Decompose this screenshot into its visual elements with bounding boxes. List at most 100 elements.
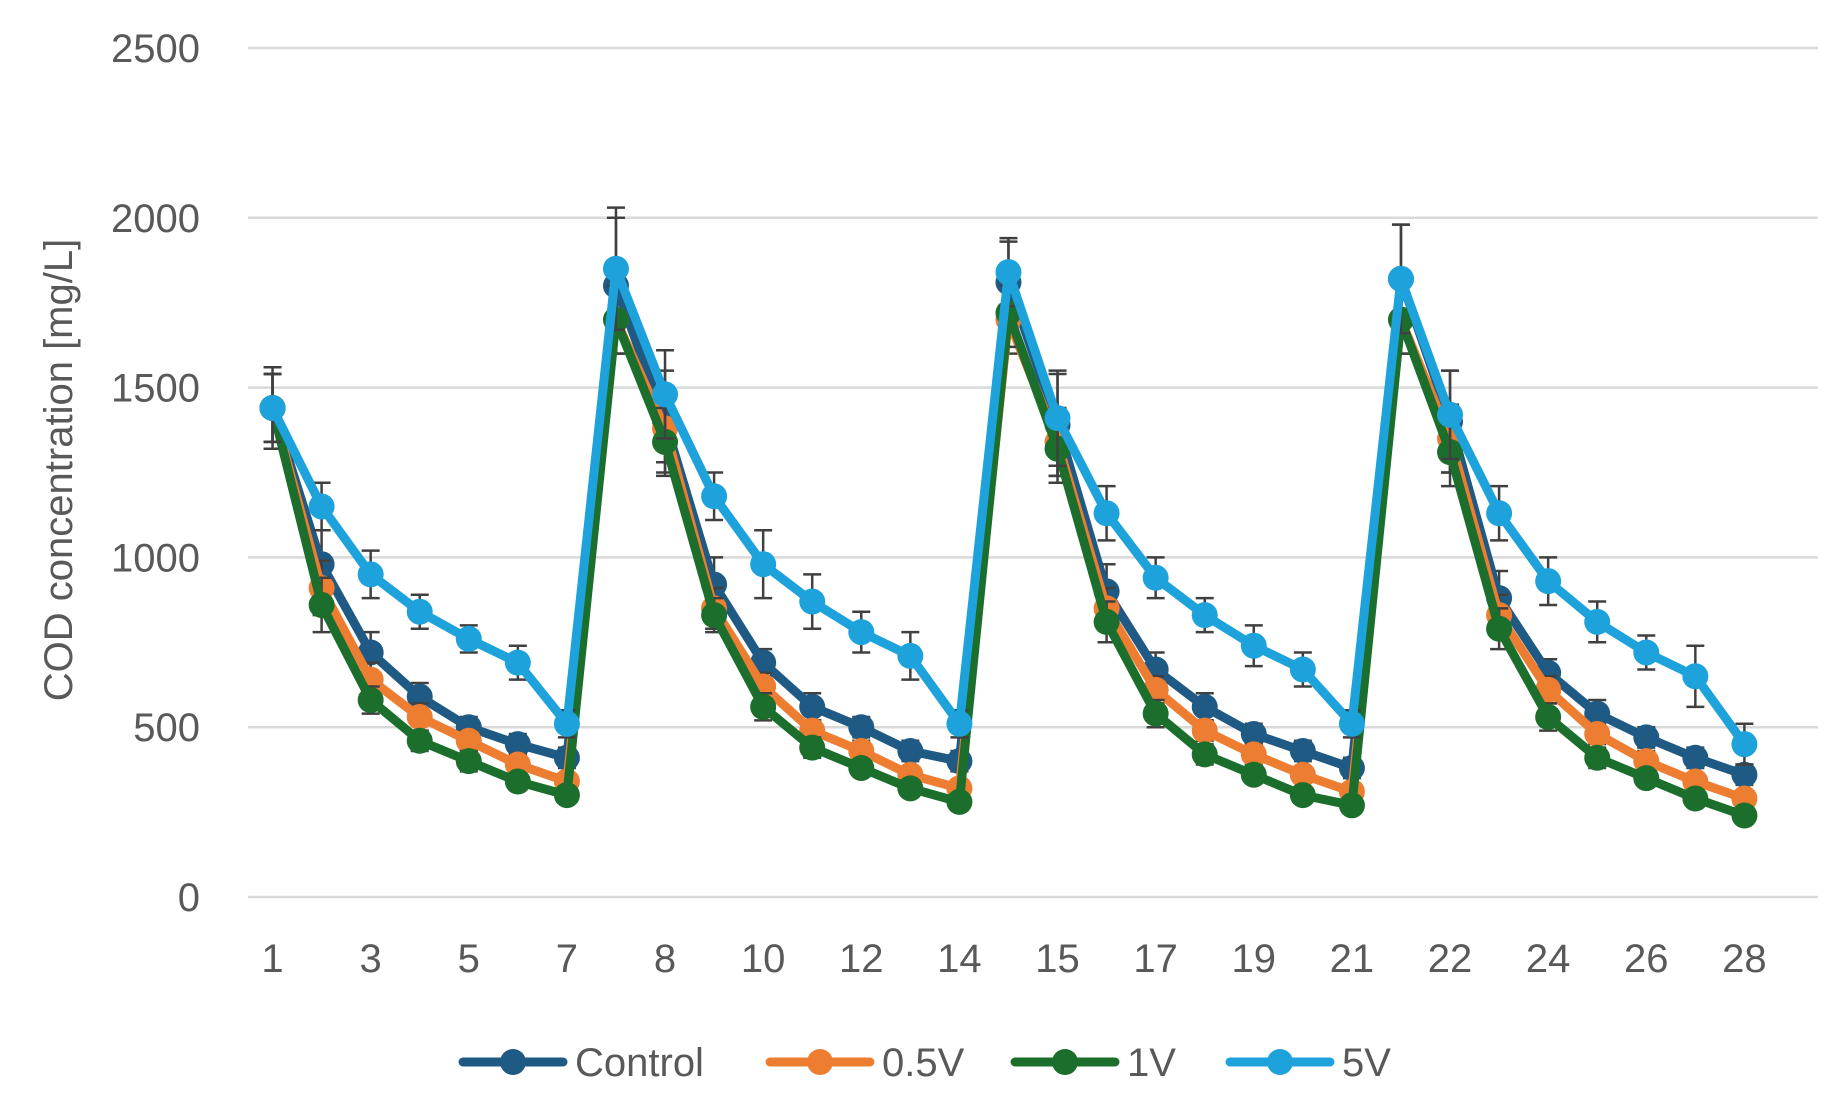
- x-tick-label: 3: [360, 937, 382, 981]
- data-point-5v: [1289, 656, 1316, 683]
- data-point-5v: [701, 483, 728, 510]
- data-point-1v: [455, 748, 482, 775]
- y-tick-label: 2500: [111, 27, 200, 71]
- data-point-0-5v: [406, 704, 433, 731]
- data-point-5v: [1338, 710, 1365, 737]
- y-tick-label: 0: [178, 876, 200, 920]
- data-point-control: [1289, 737, 1316, 764]
- x-tick-label: 5: [458, 937, 480, 981]
- x-tick-label: 12: [839, 937, 884, 981]
- legend-swatch-marker: [807, 1049, 833, 1075]
- data-point-1v: [1338, 792, 1365, 819]
- data-point-5v: [1633, 639, 1660, 666]
- data-point-1v: [1289, 782, 1316, 809]
- legend-label: Control: [575, 1041, 704, 1085]
- data-point-1v: [897, 775, 924, 802]
- data-point-control: [897, 737, 924, 764]
- data-point-1v: [504, 768, 531, 795]
- data-point-1v: [1682, 785, 1709, 812]
- data-point-5v: [357, 561, 384, 588]
- data-point-1v: [652, 428, 679, 455]
- x-tick-label: 1: [261, 937, 283, 981]
- x-tick-label: 21: [1330, 937, 1375, 981]
- data-point-0-5v: [1240, 741, 1267, 768]
- series-5v: [259, 206, 1758, 766]
- data-point-control: [799, 693, 826, 720]
- data-point-1v: [1142, 700, 1169, 727]
- data-point-1v: [750, 693, 777, 720]
- x-tick-label: 8: [654, 937, 676, 981]
- data-point-control: [504, 731, 531, 758]
- data-point-5v: [308, 493, 335, 520]
- y-tick-label: 1000: [111, 536, 200, 580]
- data-point-5v: [848, 619, 875, 646]
- data-point-5v: [799, 588, 826, 615]
- x-tick-label: 28: [1722, 937, 1767, 981]
- legend-item-control: Control: [458, 1041, 704, 1085]
- data-point-control: [1584, 700, 1611, 727]
- data-point-1v: [553, 782, 580, 809]
- x-tick-label: 7: [556, 937, 578, 981]
- data-point-5v: [1191, 602, 1218, 629]
- data-point-5v: [455, 625, 482, 652]
- data-point-5v: [897, 642, 924, 669]
- y-tick-label: 2000: [111, 197, 200, 241]
- data-point-5v: [1682, 663, 1709, 690]
- data-point-1v: [799, 734, 826, 761]
- x-tick-label: 15: [1035, 937, 1080, 981]
- y-tick-label: 500: [133, 706, 200, 750]
- data-point-control: [1191, 693, 1218, 720]
- y-axis-title: COD concentration [mg/L]: [37, 239, 81, 701]
- data-point-control: [1240, 720, 1267, 747]
- data-point-control: [848, 714, 875, 741]
- x-tick-label: 14: [937, 937, 982, 981]
- legend-item-0-5v: 0.5V: [765, 1041, 965, 1085]
- data-point-5v: [1731, 731, 1758, 758]
- data-point-1v: [357, 687, 384, 714]
- data-point-5v: [995, 259, 1022, 286]
- data-point-0-5v: [1191, 717, 1218, 744]
- data-point-5v: [1437, 401, 1464, 428]
- data-point-1v: [308, 591, 335, 618]
- legend-swatch-marker: [1267, 1049, 1293, 1075]
- x-tick-label: 22: [1428, 937, 1473, 981]
- data-point-5v: [1142, 564, 1169, 591]
- data-point-1v: [1633, 765, 1660, 792]
- legend-swatch-marker: [500, 1049, 526, 1075]
- data-point-5v: [1093, 500, 1120, 527]
- data-point-5v: [946, 710, 973, 737]
- data-point-5v: [750, 551, 777, 578]
- data-point-0-5v: [1289, 761, 1316, 788]
- legend-item-5v: 5V: [1225, 1041, 1391, 1085]
- x-axis-ticks: 1 3 5 7 8 10 12 14 15 17 19 21 22 24 26 28: [261, 937, 1766, 981]
- data-point-1v: [406, 727, 433, 754]
- data-point-control: [1731, 761, 1758, 788]
- data-point-1v: [1731, 802, 1758, 829]
- legend: Control 0.5V 1V 5V: [458, 1041, 1391, 1085]
- data-point-5v: [553, 710, 580, 737]
- legend-label: 5V: [1342, 1041, 1391, 1085]
- legend-label: 0.5V: [882, 1041, 965, 1085]
- x-tick-label: 24: [1526, 937, 1571, 981]
- data-point-5v: [652, 381, 679, 408]
- data-point-5v: [1240, 632, 1267, 659]
- data-point-1v: [1093, 608, 1120, 635]
- data-point-1v: [1240, 761, 1267, 788]
- data-point-1v: [1486, 615, 1513, 642]
- data-point-control: [1682, 744, 1709, 771]
- x-tick-label: 10: [741, 937, 786, 981]
- data-point-1v: [701, 602, 728, 629]
- data-point-0-5v: [1584, 720, 1611, 747]
- x-tick-label: 17: [1133, 937, 1178, 981]
- data-point-5v: [504, 649, 531, 676]
- data-point-1v: [848, 754, 875, 781]
- legend-swatch-marker: [1052, 1049, 1078, 1075]
- data-point-5v: [602, 255, 629, 282]
- data-point-5v: [1044, 405, 1071, 432]
- data-point-5v: [1535, 568, 1562, 595]
- data-point-1v: [1584, 744, 1611, 771]
- data-point-5v: [1584, 608, 1611, 635]
- data-point-1v: [1535, 704, 1562, 731]
